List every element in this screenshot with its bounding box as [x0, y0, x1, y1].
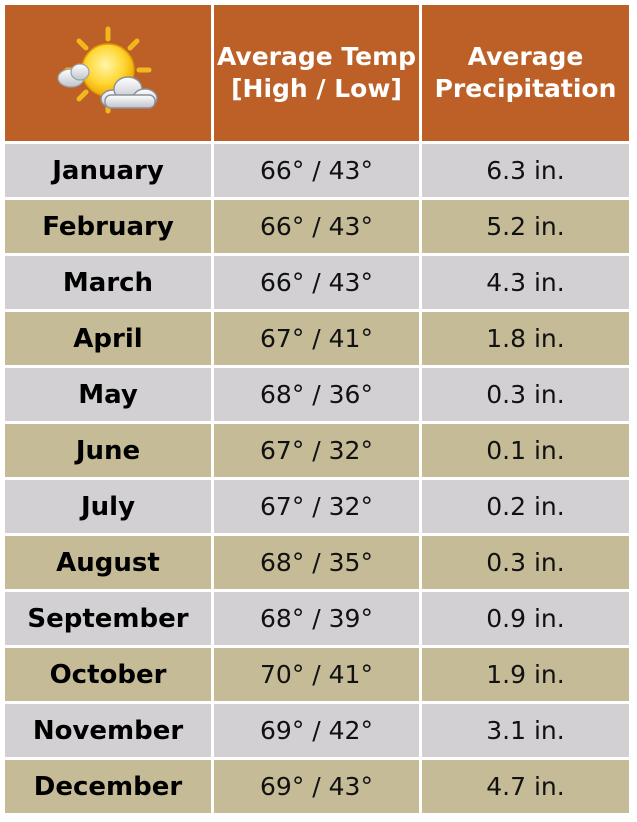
month-cell: October	[5, 648, 211, 701]
temp-cell: 66° / 43°	[214, 144, 419, 197]
table-row: May 68° / 36° 0.3 in.	[5, 368, 629, 421]
precip-cell: 5.2 in.	[422, 200, 629, 253]
precip-cell: 1.9 in.	[422, 648, 629, 701]
month-cell: February	[5, 200, 211, 253]
precip-cell: 0.9 in.	[422, 592, 629, 645]
temp-cell: 69° / 43°	[214, 760, 419, 813]
temp-cell: 70° / 41°	[214, 648, 419, 701]
climate-table: Average Temp [High / Low] Average Precip…	[2, 2, 632, 816]
header-icon-cell	[5, 5, 211, 141]
header-temp-line1: Average Temp	[216, 42, 417, 71]
header-avg-precip: Average Precipitation	[422, 5, 629, 141]
month-cell: June	[5, 424, 211, 477]
month-cell: December	[5, 760, 211, 813]
temp-cell: 66° / 43°	[214, 200, 419, 253]
temp-cell: 68° / 35°	[214, 536, 419, 589]
temp-cell: 67° / 41°	[214, 312, 419, 365]
header-row: Average Temp [High / Low] Average Precip…	[5, 5, 629, 141]
table-row: December 69° / 43° 4.7 in.	[5, 760, 629, 813]
month-cell: September	[5, 592, 211, 645]
precip-cell: 0.1 in.	[422, 424, 629, 477]
temp-cell: 67° / 32°	[214, 480, 419, 533]
precip-cell: 4.7 in.	[422, 760, 629, 813]
month-cell: November	[5, 704, 211, 757]
precip-cell: 0.2 in.	[422, 480, 629, 533]
table-row: January 66° / 43° 6.3 in.	[5, 144, 629, 197]
precip-cell: 0.3 in.	[422, 368, 629, 421]
month-cell: August	[5, 536, 211, 589]
precip-cell: 0.3 in.	[422, 536, 629, 589]
temp-cell: 67° / 32°	[214, 424, 419, 477]
table-row: March 66° / 43° 4.3 in.	[5, 256, 629, 309]
temp-cell: 68° / 36°	[214, 368, 419, 421]
month-cell: April	[5, 312, 211, 365]
temp-cell: 69° / 42°	[214, 704, 419, 757]
precip-cell: 6.3 in.	[422, 144, 629, 197]
precip-cell: 4.3 in.	[422, 256, 629, 309]
table-row: November 69° / 42° 3.1 in.	[5, 704, 629, 757]
month-cell: January	[5, 144, 211, 197]
temp-cell: 66° / 43°	[214, 256, 419, 309]
precip-cell: 3.1 in.	[422, 704, 629, 757]
temp-cell: 68° / 39°	[214, 592, 419, 645]
header-avg-temp: Average Temp [High / Low]	[214, 5, 419, 141]
table-row: July 67° / 32° 0.2 in.	[5, 480, 629, 533]
month-cell: May	[5, 368, 211, 421]
month-cell: March	[5, 256, 211, 309]
table-row: October 70° / 41° 1.9 in.	[5, 648, 629, 701]
climate-table-wrapper: Average Temp [High / Low] Average Precip…	[2, 2, 632, 816]
header-precip-line1: Average	[467, 42, 584, 71]
table-row: August 68° / 35° 0.3 in.	[5, 536, 629, 589]
table-row: June 67° / 32° 0.1 in.	[5, 424, 629, 477]
header-precip-line2: Precipitation	[434, 74, 617, 103]
table-row: September 68° / 39° 0.9 in.	[5, 592, 629, 645]
month-cell: July	[5, 480, 211, 533]
precip-cell: 1.8 in.	[422, 312, 629, 365]
table-row: February 66° / 43° 5.2 in.	[5, 200, 629, 253]
header-temp-line2: [High / Low]	[231, 74, 402, 103]
sun-behind-cloud-icon	[57, 26, 158, 114]
table-row: April 67° / 41° 1.8 in.	[5, 312, 629, 365]
